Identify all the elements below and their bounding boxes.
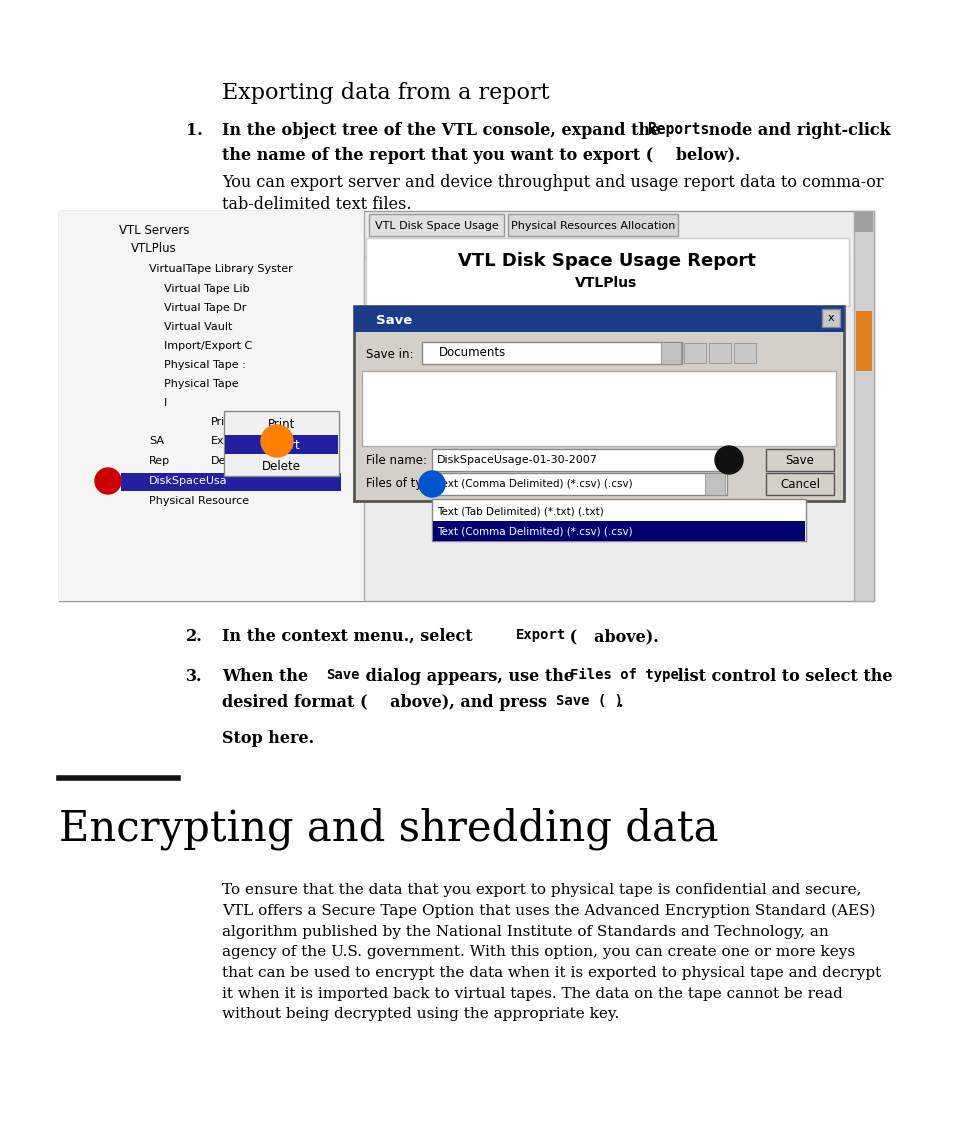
Text: In the object tree of the VTL console, expand the: In the object tree of the VTL console, e…: [222, 123, 665, 139]
Text: Encrypting and shredding data: Encrypting and shredding data: [59, 808, 718, 851]
Text: Files of type:: Files of type:: [366, 477, 440, 490]
Bar: [364, 256, 848, 306]
Text: To ensure that the data that you export to physical tape is confidential and sec: To ensure that the data that you export …: [222, 883, 881, 1021]
Text: VTLPlus: VTLPlus: [131, 243, 176, 255]
Bar: [704, 473, 724, 495]
Bar: [765, 473, 833, 495]
Text: VirtualTape Library Syster: VirtualTape Library Syster: [149, 264, 293, 274]
Text: Physical Tape :: Physical Tape :: [164, 360, 246, 370]
Text: Reports: Reports: [647, 123, 708, 137]
Bar: [432, 499, 805, 540]
Text: I: I: [164, 398, 167, 408]
Text: Rep: Rep: [149, 456, 170, 466]
Bar: [59, 211, 873, 601]
Bar: [433, 521, 804, 540]
Bar: [854, 212, 872, 232]
Bar: [708, 344, 730, 363]
Text: 2.: 2.: [186, 627, 203, 645]
Circle shape: [418, 471, 444, 497]
Bar: [855, 311, 871, 371]
Text: Export: Export: [516, 627, 566, 642]
Text: VTL Disk Space Usage Report: VTL Disk Space Usage Report: [457, 252, 755, 270]
Circle shape: [261, 425, 293, 457]
Bar: [224, 411, 338, 476]
Bar: [432, 473, 726, 495]
Text: Exporting data from a report: Exporting data from a report: [222, 82, 549, 104]
Circle shape: [95, 468, 121, 493]
Bar: [421, 342, 681, 364]
Text: Save: Save: [784, 453, 814, 466]
Text: Documents: Documents: [438, 347, 506, 360]
Text: Stop here.: Stop here.: [222, 731, 314, 747]
Text: Cancel: Cancel: [780, 477, 820, 490]
Text: Import/Export C: Import/Export C: [164, 341, 252, 352]
Text: Virtual Tape Lib: Virtual Tape Lib: [164, 284, 250, 294]
Text: desired format (    above), and press: desired format ( above), and press: [222, 694, 552, 711]
Bar: [683, 344, 705, 363]
Text: Virtual Tape Dr: Virtual Tape Dr: [164, 303, 246, 313]
Text: .: .: [618, 694, 623, 711]
Text: Text (Comma Delimited) (*.csv) (.csv): Text (Comma Delimited) (*.csv) (.csv): [436, 479, 632, 489]
Text: Physical Resources Allocation: Physical Resources Allocation: [510, 221, 675, 231]
Text: When the: When the: [222, 668, 314, 685]
Text: In the context menu., select: In the context menu., select: [222, 627, 477, 645]
Text: Text (Tab Delimited) (*.txt) (.txt): Text (Tab Delimited) (*.txt) (.txt): [436, 507, 603, 518]
Bar: [354, 306, 843, 332]
Text: Save in:: Save in:: [366, 347, 413, 361]
Text: VTL Servers: VTL Servers: [119, 224, 190, 237]
Bar: [733, 344, 755, 363]
Text: You can export server and device throughput and usage report data to comma-or: You can export server and device through…: [222, 174, 882, 191]
Bar: [821, 309, 840, 327]
Text: File name:: File name:: [366, 453, 427, 466]
Text: Print: Print: [211, 417, 236, 427]
Bar: [225, 435, 337, 455]
Text: Save: Save: [375, 314, 412, 326]
Bar: [432, 449, 726, 471]
Text: 1.: 1.: [186, 123, 203, 139]
Bar: [366, 238, 848, 306]
Bar: [354, 306, 843, 502]
Text: Delete: Delete: [262, 459, 301, 473]
Bar: [853, 211, 873, 601]
Bar: [59, 211, 364, 601]
Text: Export: Export: [211, 436, 247, 447]
Text: Physical Resource: Physical Resource: [149, 496, 249, 506]
Bar: [507, 214, 678, 236]
Text: list control to select the: list control to select the: [671, 668, 892, 685]
Text: DiskSpaceUsa: DiskSpaceUsa: [149, 476, 228, 485]
Text: the name of the report that you want to export (    below).: the name of the report that you want to …: [222, 147, 740, 164]
Text: Export: Export: [262, 439, 300, 451]
Text: Save ( ): Save ( ): [556, 694, 622, 708]
Text: node and right-click: node and right-click: [702, 123, 890, 139]
Text: (   above).: ( above).: [563, 627, 659, 645]
Text: SA: SA: [149, 436, 164, 447]
Bar: [121, 473, 340, 491]
Text: tab-delimited text files.: tab-delimited text files.: [222, 196, 411, 213]
Text: Physical Tape: Physical Tape: [164, 379, 238, 389]
Circle shape: [714, 447, 742, 474]
Text: x: x: [827, 313, 834, 323]
Text: 3.: 3.: [186, 668, 202, 685]
Text: Save: Save: [326, 668, 359, 682]
Text: VTLPlus: VTLPlus: [575, 276, 637, 290]
Bar: [765, 449, 833, 471]
Text: DiskSpaceUsage-01-30-2007: DiskSpaceUsage-01-30-2007: [436, 455, 598, 465]
Text: Delete: Delete: [211, 456, 248, 466]
Bar: [660, 342, 680, 364]
Text: Files of type: Files of type: [569, 668, 679, 682]
Text: Print: Print: [268, 418, 294, 431]
Bar: [361, 371, 835, 447]
Text: Virtual Vault: Virtual Vault: [164, 322, 233, 332]
Text: dialog appears, use the: dialog appears, use the: [359, 668, 579, 685]
Text: Text (Comma Delimited) (*.csv) (.csv): Text (Comma Delimited) (*.csv) (.csv): [436, 526, 632, 536]
Text: VTL Disk Space Usage: VTL Disk Space Usage: [375, 221, 497, 231]
Bar: [369, 214, 503, 236]
